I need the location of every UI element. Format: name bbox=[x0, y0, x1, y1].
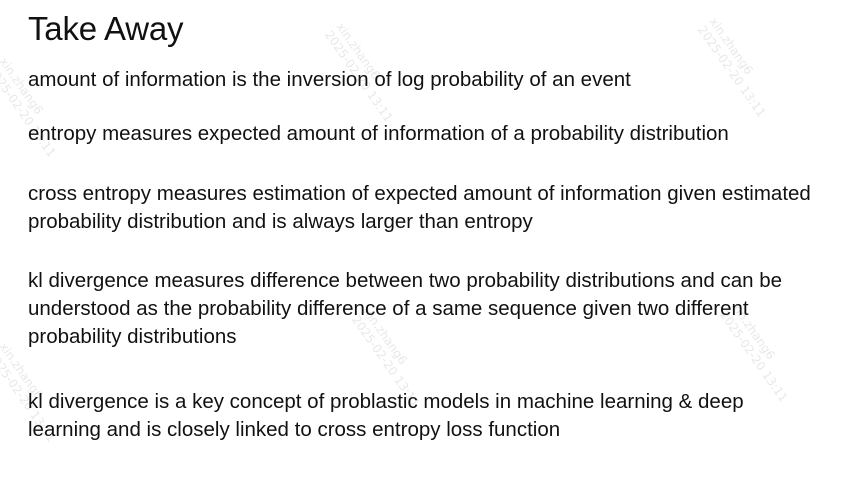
takeaway-item: kl divergence is a key concept of probla… bbox=[28, 390, 744, 441]
slide-title: Take Away bbox=[28, 10, 184, 47]
takeaway-item: cross entropy measures estimation of exp… bbox=[28, 182, 811, 233]
takeaway-item: amount of information is the inversion o… bbox=[28, 68, 631, 91]
takeaway-item: entropy measures expected amount of info… bbox=[28, 122, 729, 145]
takeaway-item: kl divergence measures difference betwee… bbox=[28, 269, 783, 348]
watermark-user: xin.zhang6 bbox=[706, 15, 756, 78]
